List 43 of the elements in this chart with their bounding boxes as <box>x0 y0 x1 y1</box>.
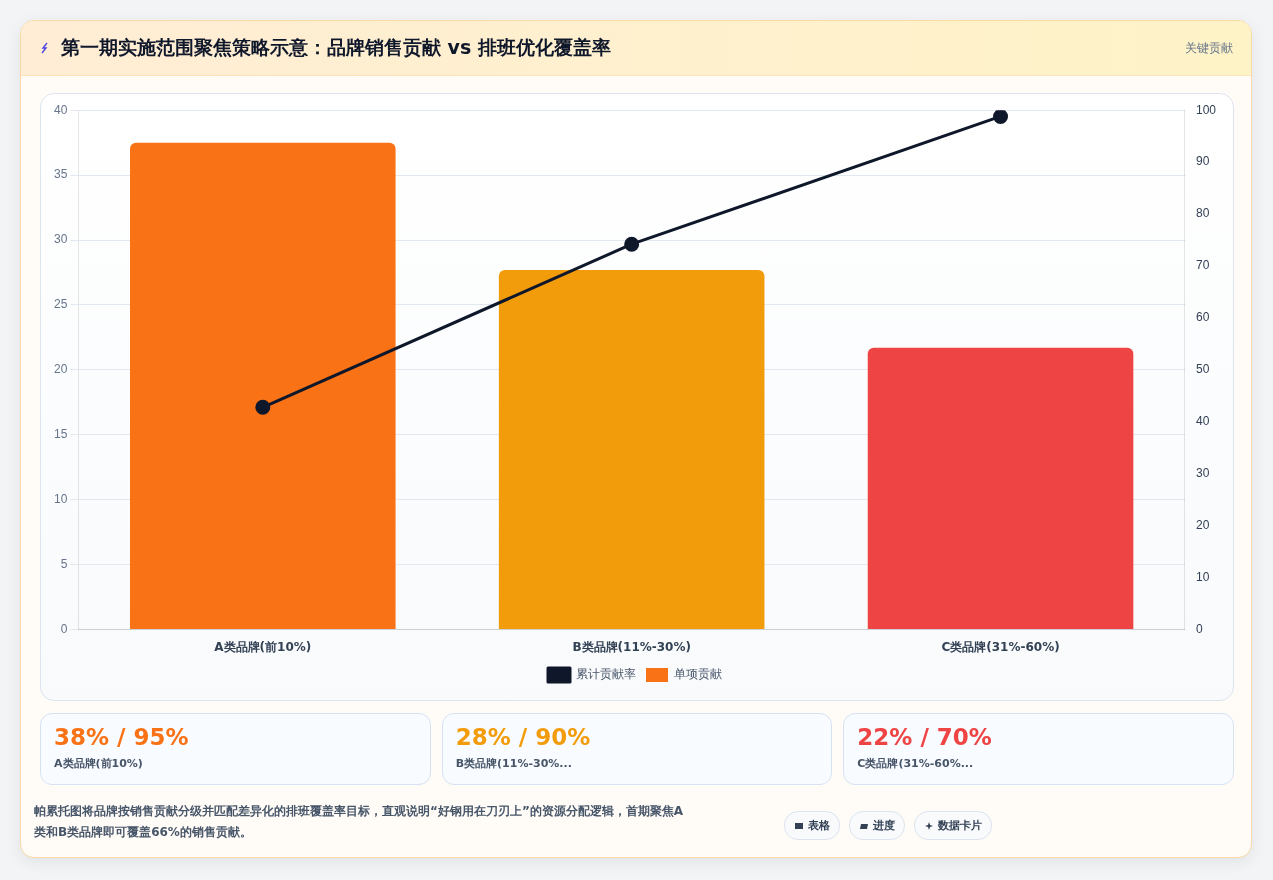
y2-tick-label: 30 <box>1195 466 1210 481</box>
y-tick-label: 40 <box>53 102 68 117</box>
y2-tick-label: 20 <box>1195 518 1210 533</box>
text: 28% / 90% <box>455 724 592 750</box>
y2-tick-label: 0 <box>1195 621 1203 636</box>
bar <box>498 269 765 630</box>
y2-tick-label: 90 <box>1195 154 1210 169</box>
text: C类品牌(31%-60%... <box>857 756 975 771</box>
bar <box>129 142 396 630</box>
legend-label: 单项贡献 <box>674 667 722 682</box>
text: 进度 <box>873 818 895 833</box>
y-tick-label: 30 <box>53 232 68 247</box>
text: 数据卡片 <box>938 818 982 833</box>
y-tick-label: 5 <box>60 556 68 571</box>
text: 22% / 70% <box>857 724 993 750</box>
y2-tick-label: 60 <box>1195 310 1210 325</box>
text: 帕累托图将品牌按销售贡献分级并匹配差异化的排班覆盖率目标，直观说明“好钢用在刀刃上”的资源分配逻辑，首期聚焦A类和B类品牌即可覆盖66%的销售贡献。 <box>34 803 684 841</box>
legend-label: 累计贡献率 <box>576 667 636 682</box>
text: A类品牌(前10%) <box>54 756 144 771</box>
bar <box>867 347 1134 630</box>
y-tick-label: 15 <box>53 427 68 442</box>
x-tick-label: B类品牌(11%-30%) <box>572 639 691 654</box>
x-tick-label: A类品牌(前10%) <box>214 639 312 654</box>
text: 表格 <box>808 818 830 833</box>
text: B类品牌(11%-30%... <box>455 756 573 771</box>
text: 关键贡献 <box>1185 39 1233 57</box>
chart-title: 第一期实施范围聚焦策略示意：品牌销售贡献 vs 排班优化覆盖率 <box>61 35 611 60</box>
y2-tick-label: 80 <box>1195 206 1210 221</box>
y-tick-label: 35 <box>53 167 68 182</box>
point <box>993 110 1009 124</box>
point <box>624 236 640 252</box>
y2-tick-label: 70 <box>1195 258 1210 273</box>
y-tick-label: 25 <box>53 297 68 312</box>
text: 38% / 95% <box>54 724 190 750</box>
y2-tick-label: 10 <box>1195 569 1210 584</box>
y2-tick-label: 50 <box>1195 362 1210 377</box>
y2-tick-label: 40 <box>1195 414 1210 429</box>
y-tick-label: 10 <box>53 492 68 507</box>
x-tick-label: C类品牌(31%-60%) <box>941 639 1060 654</box>
point <box>255 399 271 415</box>
y-tick-label: 0 <box>60 621 68 636</box>
y2-tick-label: 100 <box>1195 102 1217 117</box>
y-tick-label: 20 <box>53 362 68 377</box>
